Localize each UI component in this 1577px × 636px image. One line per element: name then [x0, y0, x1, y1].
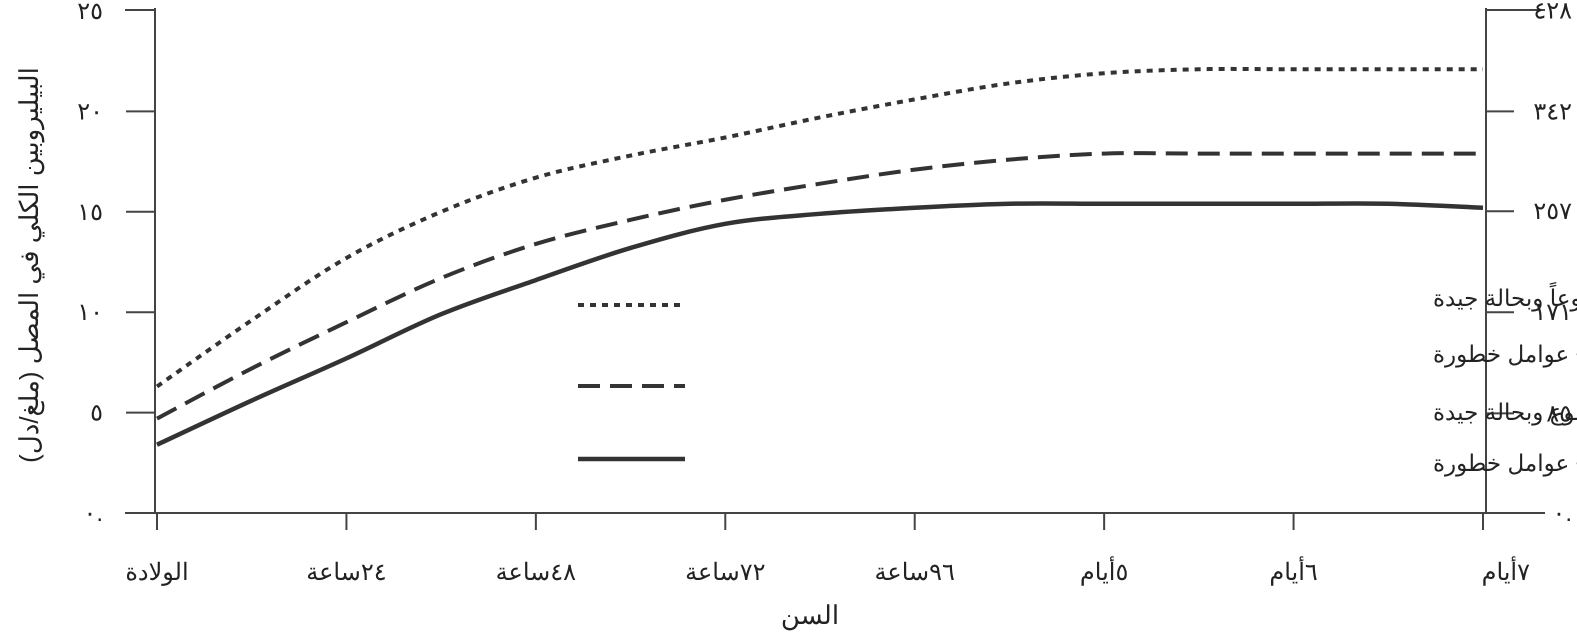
- y-tick-label-right: ٨٥: [1546, 400, 1572, 427]
- series-line-dotted: [155, 66, 1483, 389]
- y-axis-title: البيليروبين الكلي في المصل (ملغ/دل): [14, 67, 45, 463]
- axes: [125, 8, 1545, 514]
- x-tick-label: ٧أيام: [1482, 555, 1531, 586]
- y-tick-label-left: ١٥: [77, 199, 103, 226]
- x-tick-label: ٢٤ساعة: [306, 559, 386, 586]
- x-tick-label: ٧٢ساعة: [685, 559, 765, 586]
- y-tick-label-right: ٢٥٧: [1533, 198, 1572, 225]
- series-line-dashed: [156, 151, 1483, 421]
- y-tick-label-left: ٢٥: [77, 0, 103, 25]
- x-tick-label: ٥أيام: [1080, 555, 1128, 586]
- legend-label: الولادات ذات الخطورة المتوسطة ⩾ ٣٨أسبوع …: [1433, 339, 1577, 368]
- legend-label: أو ٣٥–٣٧أسبوع وبحالة جيدة: [1433, 397, 1577, 426]
- x-tick-label: ٦أيام: [1269, 555, 1317, 586]
- x-tick-label: الولادة: [125, 559, 188, 586]
- y-tick-label-right: ٠.: [1552, 500, 1572, 527]
- series-layer: [155, 66, 1484, 447]
- series-line-solid: [156, 201, 1484, 447]
- x-tick-label: ٤٨ساعة: [496, 559, 577, 586]
- y-tick-label-right: ٤٢٨: [1533, 0, 1572, 24]
- ticks: ٠. ٥ ١٠ ١٥ ٢٠ ٢٥ ٠. ٨٥ ١٧١ ٢٥٧ ٣٤٢ ٤٢٨ الولادة ٢٤ساعة…: [77, 0, 1572, 586]
- y-tick-label-left: ٥: [90, 400, 103, 427]
- y-tick-label-right: ١٧١: [1533, 299, 1572, 326]
- x-tick-label: ٩٦ساعة: [875, 559, 955, 586]
- y-tick-label-left: ٢٠: [77, 98, 103, 125]
- x-axis-title: السن: [781, 600, 839, 631]
- legend-label: الولادات ذات الخطورة العالية ٣٧–٣٥أسبوع …: [1433, 448, 1577, 477]
- y-tick-label-left: ٠.: [83, 500, 103, 527]
- legend-label: الولادات ذات الخطورة المنخفضة ⩾ ٣٨أسبوعا…: [1433, 282, 1577, 312]
- y-tick-label-right: ٣٤٢: [1533, 98, 1572, 125]
- legend: الولادات ذات الخطورة المنخفضة ⩾ ٣٨أسبوعا…: [578, 282, 1577, 477]
- y-tick-label-left: ١٠: [77, 299, 103, 326]
